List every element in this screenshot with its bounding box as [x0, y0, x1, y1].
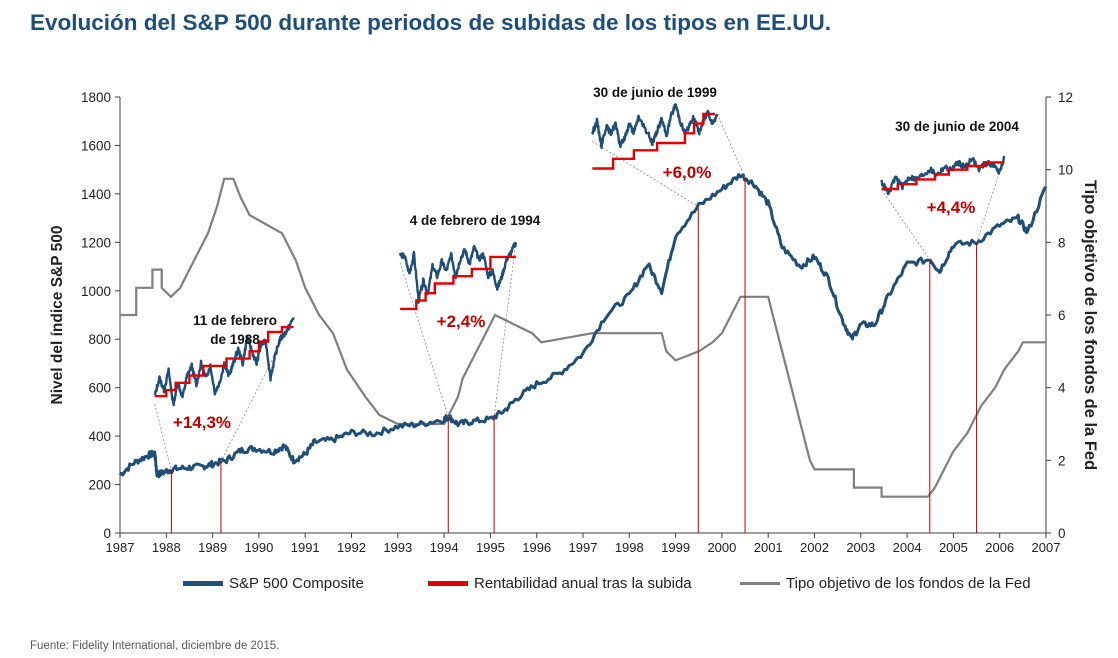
y2-tick-label: 2 — [1058, 453, 1066, 468]
x-tick-label: 1991 — [291, 540, 320, 555]
x-tick-label: 2007 — [1032, 540, 1061, 555]
y-tick-label: 1000 — [81, 284, 111, 299]
y-tick-label: 600 — [88, 381, 111, 396]
leader-line-start — [881, 189, 931, 260]
source-note: Fuente: Fidelity International, diciembr… — [30, 640, 280, 652]
legend-item-return: Rentabilidad anual tras la subida — [428, 575, 692, 592]
y-tick-label: 1400 — [81, 187, 111, 202]
annual-return-label: +2,4% — [437, 312, 486, 331]
x-tick-label: 1996 — [522, 540, 551, 555]
x-tick-label: 1995 — [476, 540, 505, 555]
rate-hike-date-label: 30 de junio de 1999 — [593, 85, 717, 100]
annual-return-label: +14,3% — [173, 413, 231, 432]
x-tick-label: 2006 — [985, 540, 1014, 555]
x-tick-label: 2003 — [846, 540, 875, 555]
x-tick-label: 2002 — [800, 540, 829, 555]
legend-swatch-fed — [740, 582, 780, 585]
y-tick-label: 800 — [88, 332, 111, 347]
rate-hike-date-label-2: de 1988 — [210, 332, 260, 347]
legend-item-fed: Tipo objetivo de los fondos de la Fed — [740, 575, 1031, 592]
legend-label-sp500: S&P 500 Composite — [229, 575, 364, 592]
chart-title: Evolución del S&P 500 durante periodos d… — [30, 10, 832, 35]
rate-hike-date-label: 30 de junio de 2004 — [895, 119, 1019, 134]
x-tick-label: 2004 — [893, 540, 922, 555]
leader-line-end — [220, 317, 294, 462]
x-tick-label: 1994 — [430, 540, 459, 555]
x-tick-label: 1998 — [615, 540, 644, 555]
y2-tick-label: 10 — [1058, 163, 1073, 178]
inset-return-line — [592, 112, 715, 170]
x-tick-label: 1990 — [244, 540, 273, 555]
y-tick-label: 0 — [103, 526, 111, 541]
legend-swatch-return — [428, 581, 468, 586]
leader-line-end — [976, 157, 1005, 243]
inset-return-line — [154, 325, 294, 398]
y-tick-label: 200 — [88, 478, 111, 493]
x-tick-label: 1999 — [661, 540, 690, 555]
y2-tick-label: 6 — [1058, 308, 1066, 323]
y2-tick-label: 8 — [1058, 235, 1066, 250]
y2-tick-label: 12 — [1058, 90, 1073, 105]
x-tick-label: 1992 — [337, 540, 366, 555]
y-tick-label: 1800 — [81, 90, 111, 105]
inset-sp500-line — [591, 103, 719, 149]
legend-item-sp500: S&P 500 Composite — [183, 575, 364, 592]
leader-line-start — [154, 404, 172, 470]
leader-line-end — [493, 242, 517, 417]
inset-return-line — [881, 161, 1005, 191]
y-tick-label: 1600 — [81, 138, 111, 153]
leader-line-start — [399, 262, 449, 418]
annual-return-label: +4,4% — [927, 198, 976, 217]
inset-return-line — [400, 255, 516, 311]
y2-tick-label: 4 — [1058, 381, 1066, 396]
x-tick-label: 1997 — [569, 540, 598, 555]
inset-sp500-line — [153, 317, 295, 407]
rate-hike-date-label: 4 de febrero de 1994 — [410, 213, 541, 228]
chart-svg: 0 200 400 600 800 1000 1200 1400 1600 1800 0 2 4 6 8 10… — [49, 85, 1099, 555]
x-tick-label: 2005 — [939, 540, 968, 555]
x-tick-label: 2001 — [754, 540, 783, 555]
x-tick-label: 1987 — [106, 540, 135, 555]
rate-hike-date-label: 11 de febrero — [193, 313, 277, 328]
legend-swatch-sp500 — [183, 581, 223, 586]
annual-return-label: +6,0% — [663, 163, 712, 182]
y-axis-title: Nivel del índice S&P 500 — [49, 226, 66, 405]
x-tick-label: 1989 — [198, 540, 227, 555]
inset-sp500-line — [398, 241, 518, 304]
legend-label-fed: Tipo objetivo de los fondos de la Fed — [786, 575, 1031, 592]
leader-line-start — [592, 140, 699, 207]
y-tick-label: 1200 — [81, 235, 111, 250]
x-tick-label: 1988 — [152, 540, 181, 555]
y-tick-label: 400 — [88, 429, 111, 444]
leader-line-end — [716, 113, 746, 178]
y2-axis-title: Tipo objetivo de los fondos de la Fed — [1081, 180, 1099, 470]
x-tick-label: 1993 — [383, 540, 412, 555]
legend-label-return: Rentabilidad anual tras la subida — [474, 575, 692, 592]
y2-tick-label: 0 — [1058, 526, 1066, 541]
fed-rate-line — [120, 177, 1046, 498]
sp500-line — [118, 173, 1048, 479]
x-tick-label: 2000 — [707, 540, 736, 555]
